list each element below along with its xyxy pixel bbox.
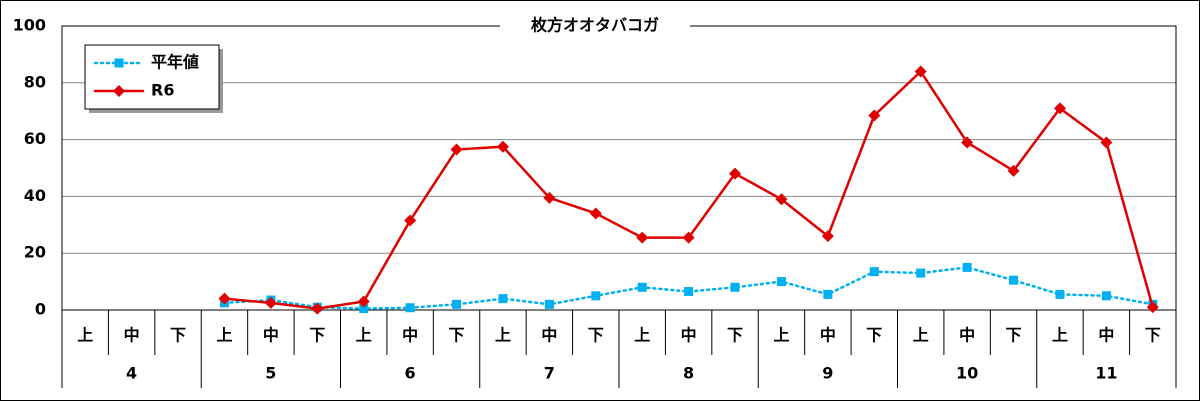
data-point [961, 136, 974, 149]
data-point [543, 191, 556, 204]
data-point [1101, 291, 1111, 301]
data-point [1009, 275, 1019, 285]
legend [84, 44, 220, 110]
data-point [729, 167, 742, 180]
data-point [637, 282, 647, 292]
x-tick-label: 上 [216, 326, 232, 345]
x-tick-label: 上 [773, 326, 789, 345]
x-tick-label: 中 [402, 326, 418, 345]
x-group-label: 11 [1095, 364, 1117, 383]
x-tick-label: 下 [866, 326, 882, 345]
data-point [452, 299, 462, 309]
data-point [450, 143, 463, 156]
data-point [496, 140, 509, 153]
x-tick-label: 下 [727, 326, 743, 345]
data-point [914, 65, 927, 78]
y-tick-label: 100 [13, 16, 46, 35]
y-tick-label: 40 [24, 186, 46, 205]
x-tick-label: 上 [77, 326, 93, 345]
data-point [730, 282, 740, 292]
x-tick-label: 下 [170, 326, 186, 345]
legend-label: R6 [151, 81, 174, 100]
x-tick-label: 下 [309, 326, 325, 345]
data-point [1100, 136, 1113, 149]
x-tick-label: 上 [1052, 326, 1068, 345]
x-tick-label: 中 [959, 326, 975, 345]
data-point [404, 214, 417, 227]
data-point [776, 277, 786, 287]
x-tick-label: 中 [541, 326, 557, 345]
data-point [264, 296, 277, 309]
data-point [1055, 289, 1065, 299]
y-tick-label: 0 [35, 300, 46, 319]
data-point [916, 268, 926, 278]
legend-marker [114, 58, 124, 68]
x-tick-label: 上 [495, 326, 511, 345]
data-point [591, 291, 601, 301]
chart-title: 枚方オオタバコガ [531, 16, 659, 35]
data-point [821, 230, 834, 243]
legend-label: 平年値 [151, 53, 199, 72]
data-point [218, 292, 231, 305]
data-point [544, 299, 554, 309]
x-group-label: 4 [126, 364, 137, 383]
data-point [868, 109, 881, 122]
data-point [1053, 102, 1066, 115]
x-tick-label: 上 [913, 326, 929, 345]
data-point [405, 303, 415, 313]
data-point [1007, 164, 1020, 177]
data-point [636, 231, 649, 244]
x-group-label: 8 [683, 364, 694, 383]
data-point [1146, 301, 1159, 314]
data-point [869, 267, 879, 277]
x-tick-label: 下 [449, 326, 465, 345]
x-tick-label: 中 [1098, 326, 1114, 345]
y-tick-label: 60 [24, 129, 46, 148]
x-tick-label: 中 [124, 326, 140, 345]
x-tick-label: 中 [263, 326, 279, 345]
data-point [589, 207, 602, 220]
data-point [682, 231, 695, 244]
y-tick-label: 20 [24, 243, 46, 262]
x-tick-label: 下 [1145, 326, 1161, 345]
x-tick-label: 下 [588, 326, 604, 345]
y-tick-label: 80 [24, 72, 46, 91]
data-point [775, 193, 788, 206]
x-group-label: 10 [956, 364, 978, 383]
data-point [823, 289, 833, 299]
x-group-label: 5 [265, 364, 276, 383]
data-point [684, 287, 694, 297]
data-point [962, 262, 972, 272]
x-tick-label: 上 [634, 326, 650, 345]
x-tick-label: 中 [820, 326, 836, 345]
x-group-label: 6 [405, 364, 416, 383]
x-group-label: 7 [544, 364, 555, 383]
title-bg [500, 16, 690, 36]
data-point [357, 295, 370, 308]
x-tick-label: 上 [356, 326, 372, 345]
data-point [359, 304, 369, 314]
x-group-label: 9 [822, 364, 833, 383]
x-tick-label: 中 [681, 326, 697, 345]
data-point [498, 294, 508, 304]
x-tick-label: 下 [1006, 326, 1022, 345]
data-point [311, 302, 324, 315]
legend-marker [113, 85, 125, 97]
